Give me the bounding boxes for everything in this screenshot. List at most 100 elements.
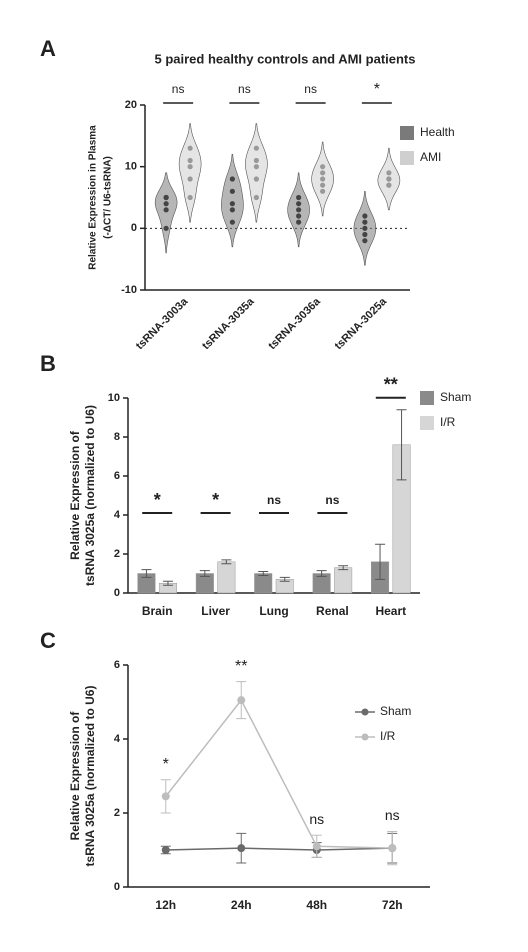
data-point (386, 176, 391, 181)
data-point (386, 183, 391, 188)
y-tick-label: 6 (114, 470, 120, 482)
data-point (254, 158, 259, 163)
y-tick-label: 4 (114, 733, 121, 745)
bar (334, 568, 352, 593)
legend-label: I/R (440, 415, 456, 429)
significance-label: * (212, 490, 219, 510)
y-tick-label: 0 (114, 881, 120, 893)
data-point (254, 146, 259, 151)
significance-label: * (374, 81, 380, 98)
data-point (230, 189, 235, 194)
significance-label: * (154, 490, 161, 510)
data-point (164, 226, 169, 231)
data-point (254, 195, 259, 200)
data-point (188, 176, 193, 181)
panel-letter: A (40, 36, 56, 61)
y-axis-label: (-ΔCT/ U6-tsRNA) (103, 156, 114, 239)
data-point (164, 195, 169, 200)
data-point (320, 183, 325, 188)
data-point (320, 189, 325, 194)
x-tick-label: Heart (375, 604, 406, 618)
y-axis-label: Relative Expression in Plasma (88, 125, 99, 270)
legend-label: I/R (380, 729, 396, 743)
y-tick-label: 4 (114, 509, 121, 521)
y-axis-label: tsRNA 3025a (normalized to U6) (83, 686, 97, 867)
data-point (320, 170, 325, 175)
significance-label: ** (235, 658, 247, 675)
figure: A 5 paired healthy controls and AMI patie… (0, 0, 528, 947)
significance-label: ns (267, 493, 281, 507)
legend-swatch (420, 391, 434, 405)
data-point (188, 195, 193, 200)
y-tick-label: 20 (125, 99, 137, 111)
data-point (388, 844, 396, 852)
x-tick-label: tsRNA-3025a (333, 295, 390, 352)
x-tick-label: Brain (142, 604, 173, 618)
series-line (166, 700, 393, 848)
significance-label: ns (172, 82, 185, 96)
x-tick-label: 12h (155, 898, 176, 912)
violin (155, 173, 177, 253)
legend-label: Sham (440, 390, 471, 404)
y-tick-label: 10 (108, 392, 120, 404)
significance-label: ns (385, 807, 400, 823)
x-tick-label: 72h (382, 898, 403, 912)
data-point (296, 213, 301, 218)
data-point (164, 201, 169, 206)
significance-label: ns (325, 493, 339, 507)
legend-marker (362, 709, 369, 716)
significance-label: * (163, 756, 169, 773)
y-tick-label: 2 (114, 807, 120, 819)
y-tick-label: 10 (125, 161, 137, 173)
data-point (254, 176, 259, 181)
y-tick-label: 0 (114, 587, 120, 599)
violin (245, 124, 267, 223)
data-point (254, 164, 259, 169)
y-tick-label: 2 (114, 548, 120, 560)
y-tick-label: 8 (114, 431, 120, 443)
data-point (230, 207, 235, 212)
y-tick-label: 6 (114, 659, 120, 671)
significance-label: ns (304, 82, 317, 96)
x-tick-label: tsRNA-3035a (200, 295, 257, 352)
y-tick-label: -10 (121, 284, 137, 296)
data-point (320, 176, 325, 181)
data-point (296, 195, 301, 200)
y-axis-label: Relative Expression of (68, 430, 82, 560)
data-point (362, 213, 367, 218)
data-point (188, 158, 193, 163)
violin (221, 154, 243, 247)
y-tick-label: 0 (131, 222, 137, 234)
data-point (230, 220, 235, 225)
y-axis-label: tsRNA 3025a (normalized to U6) (83, 405, 97, 586)
legend-swatch (420, 416, 434, 430)
x-tick-label: Liver (201, 604, 230, 618)
significance-label: ns (309, 811, 324, 827)
data-point (162, 792, 170, 800)
data-point (320, 164, 325, 169)
panel-letter: B (40, 351, 56, 376)
data-point (296, 201, 301, 206)
data-point (188, 164, 193, 169)
data-point (362, 232, 367, 237)
data-point (362, 226, 367, 231)
bar (218, 562, 236, 593)
legend-swatch (400, 151, 414, 165)
x-tick-label: 24h (231, 898, 252, 912)
legend-marker (362, 734, 369, 741)
x-tick-label: Renal (316, 604, 349, 618)
legend-swatch (400, 126, 414, 140)
x-tick-label: tsRNA-3036a (266, 295, 323, 352)
data-point (237, 844, 245, 852)
series-line (166, 848, 393, 850)
bar (254, 574, 272, 594)
data-point (188, 146, 193, 151)
significance-label: ns (238, 82, 251, 96)
legend-label: Sham (380, 704, 411, 718)
data-point (164, 207, 169, 212)
data-point (230, 201, 235, 206)
legend-label: Health (420, 125, 455, 139)
legend-label: AMI (420, 150, 441, 164)
x-tick-label: tsRNA-3003a (134, 295, 191, 352)
chart-title: 5 paired healthy controls and AMI patien… (154, 51, 415, 66)
